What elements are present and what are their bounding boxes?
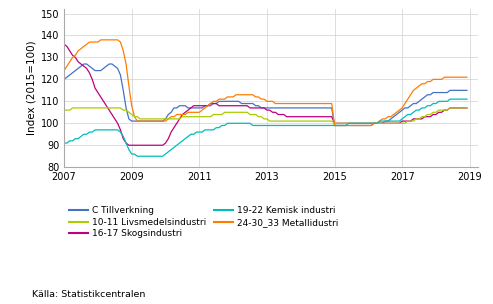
Text: Källa: Statistikcentralen: Källa: Statistikcentralen	[32, 290, 145, 299]
Y-axis label: Index (2015=100): Index (2015=100)	[27, 41, 36, 136]
Legend: C Tillverkning, 10-11 Livsmedelsindustri, 16-17 Skogsindustri, 19-22 Kemisk indu: C Tillverkning, 10-11 Livsmedelsindustri…	[69, 206, 338, 238]
